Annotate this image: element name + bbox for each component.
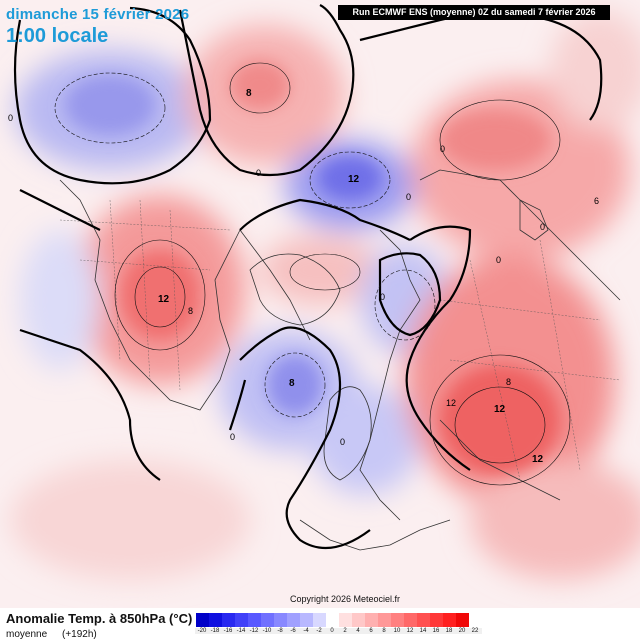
coastlines [59,169,621,551]
scale-swatch [248,613,261,627]
scale-swatch [365,613,378,627]
contour-label-13: 0 [406,192,411,202]
scale-swatch [339,613,352,627]
negative-isolines [54,72,436,418]
scale-swatch [261,613,274,627]
center-label-2: 12 [158,294,170,305]
scale-swatch [196,613,209,627]
scale-swatch [287,613,300,627]
contour-label-12: 0 [496,255,501,265]
scale-tick-label: -12 [247,628,261,634]
scale-tick-label: -16 [221,628,235,634]
forecast-map: 8 12 12 8 12 12 0 0 8 0 0 0 8 12 0 0 6 0… [0,0,640,610]
contour-label-6: 0 [340,437,345,447]
scale-tick-label: 12 [403,628,417,634]
contour-label-10: 0 [440,144,445,154]
scale-tick-label: -8 [273,628,287,634]
copyright: Copyright 2026 Meteociel.fr [290,594,401,604]
scale-swatch [300,613,313,627]
scale-swatch [417,613,430,627]
anomaly-map-canvas: 8 12 12 8 12 12 0 0 8 0 0 0 8 12 0 0 6 0… [0,0,640,610]
legend-subtitle-right: (+192h) [62,629,97,640]
legend-bar: Anomalie Temp. à 850hPa (°C) moyenne (+19… [0,608,640,640]
scale-tick-label: 6 [364,628,378,634]
contour-labels: 0 0 8 0 0 0 8 12 0 0 6 0 0 [8,113,599,447]
scale-tick-label: 0 [325,628,339,634]
scale-tick-label: 14 [416,628,430,634]
scale-tick-label: -20 [195,628,209,634]
contour-label-2: 0 [256,168,261,178]
scale-tick-label: -10 [260,628,274,634]
scale-swatch [274,613,287,627]
scale-tick-label: -4 [299,628,313,634]
scale-tick-label: 4 [351,628,365,634]
center-label-1: 8 [246,88,252,99]
borders [59,199,621,481]
contour-label-3: 8 [188,306,193,316]
legend-subtitle-left: moyenne [6,629,48,640]
scale-tick-label: 18 [442,628,456,634]
scale-tick-label: -2 [312,628,326,634]
scale-tick-label: -18 [208,628,222,634]
scale-swatch [313,613,326,627]
scale-swatch [430,613,443,627]
scale-tick-label: 8 [377,628,391,634]
color-scale: -20 -18 -16 -14 -12 -10 -8 -6 -4 -2 0 2 4 6 8 10 12 14 16 1… [195,613,482,635]
scale-tick-label: 10 [390,628,404,634]
contour-label-1: 0 [8,113,13,123]
contour-label-11: 6 [594,196,599,206]
contour-label-4: 0 [230,432,235,442]
scale-tick-label: 2 [338,628,352,634]
forecast-date: dimanche 15 février 2026 [6,6,190,23]
contour-label-8: 12 [446,398,456,408]
scale-swatch [326,613,339,627]
scale-tick-label: 16 [429,628,443,634]
scale-swatch [222,613,235,627]
scale-tick-label: -6 [286,628,300,634]
scale-swatch [443,613,456,627]
center-label-6: 12 [532,454,544,465]
center-labels: 8 12 12 8 12 12 [158,88,544,465]
scale-swatch [404,613,417,627]
center-label-5: 12 [494,404,506,415]
contour-label-5: 0 [380,292,385,302]
scale-swatch [209,613,222,627]
center-label-4: 8 [289,378,295,389]
scale-swatch [352,613,365,627]
positive-isolines [114,62,571,486]
scale-tick-label: -14 [234,628,248,634]
legend-subtitle: moyenne (+192h) [6,629,97,640]
forecast-time: 1:00 locale [6,25,109,47]
scale-swatch [235,613,248,627]
scale-swatch [456,613,469,627]
scale-tick-label: 22 [468,628,482,634]
anomaly-fields [10,10,640,580]
legend-title: Anomalie Temp. à 850hPa (°C) [6,611,193,626]
center-label-3: 12 [348,174,360,185]
scale-swatch [391,613,404,627]
scale-tick-label: 20 [455,628,469,634]
contour-label-9: 0 [540,222,545,232]
contour-label-7: 8 [506,377,511,387]
run-info-banner: Run ECMWF ENS (moyenne) 0Z du samedi 7 f… [338,5,610,20]
scale-swatch [378,613,391,627]
